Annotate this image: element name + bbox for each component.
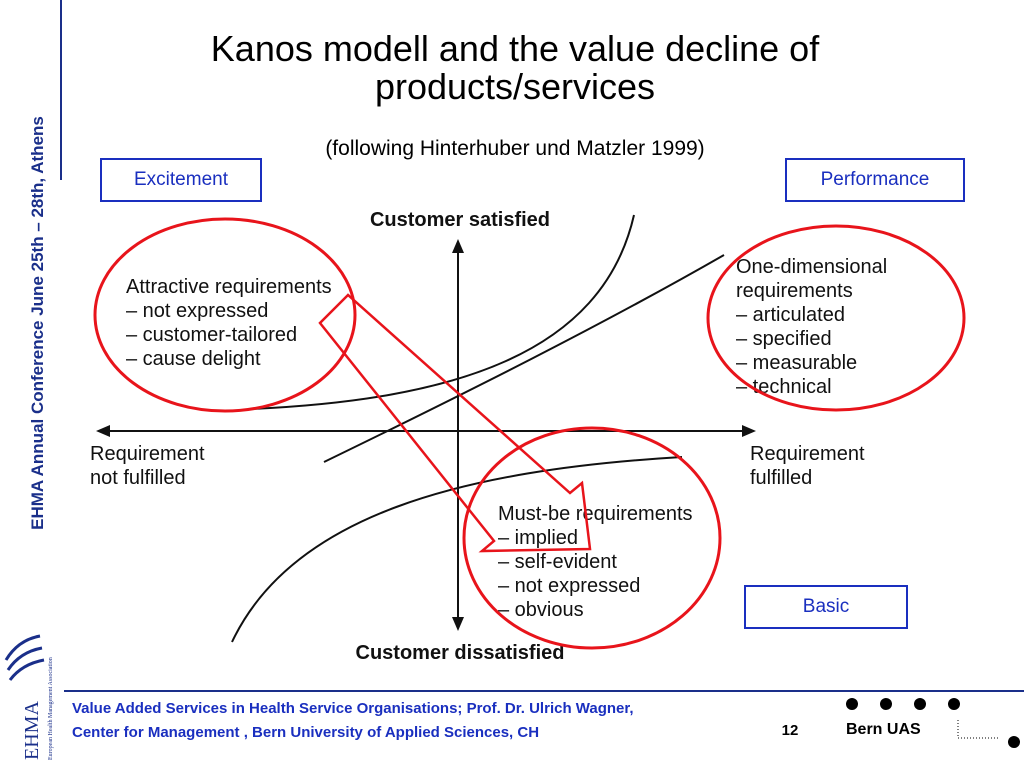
must-be-item-1: – implied — [498, 527, 578, 549]
footer-rule — [64, 690, 1024, 692]
page-number: 12 — [781, 722, 799, 739]
footer-line-1: Value Added Services in Health Service O… — [72, 700, 634, 717]
dot-3 — [914, 698, 926, 710]
performance-label: Performance — [785, 158, 965, 202]
logo-arc-3 — [8, 658, 45, 681]
must-be-curve — [231, 456, 683, 643]
ehma-logo: EHMA European Health Management Associat… — [4, 634, 54, 760]
must-be-item-3: – not expressed — [498, 575, 640, 597]
vertical-axis-bottom-arrow — [452, 617, 464, 631]
axis-top-label: Customer satisfied — [370, 209, 550, 231]
must-be-ellipse — [462, 426, 722, 650]
axis-left-label-1: Requirement — [90, 443, 205, 465]
one-dimensional-item-3: – measurable — [736, 352, 857, 374]
one-dimensional-ellipse — [706, 224, 966, 412]
page-subtitle: (following Hinterhuber und Matzler 1999) — [325, 137, 705, 160]
one-dimensional-title-2: requirements — [736, 280, 853, 302]
horizontal-axis-right-arrow — [742, 425, 756, 437]
sidebar: EHMA Annual Conference June 25th – 28th,… — [0, 0, 62, 768]
dotted-bracket — [957, 720, 1000, 739]
logo-arc-2 — [6, 646, 43, 671]
excitement-label: Excitement — [100, 158, 262, 202]
value-decline-arrow — [318, 293, 592, 553]
axis-bottom-label: Customer dissatisfied — [356, 642, 565, 664]
logo-abbreviation: EHMA — [21, 701, 43, 760]
dot-5 — [1008, 736, 1020, 748]
title-line-1: Kanos modell and the value decline of — [210, 28, 820, 69]
vertical-axis-top-arrow — [452, 239, 464, 253]
logo-full-name: European Health Management Association — [48, 657, 54, 760]
attractive-item-2: – customer-tailored — [126, 324, 297, 346]
kano-diagram: Customer satisfied Customer dissatisfied… — [90, 209, 966, 664]
must-be-item-4: – obvious — [498, 599, 584, 621]
sidebar-rule — [60, 0, 62, 180]
decorative-dots — [846, 698, 1020, 748]
attractive-title: Attractive requirements — [126, 276, 332, 298]
page-title: Kanos modell and the value decline of pr… — [90, 30, 940, 106]
must-be-item-2: – self-evident — [498, 551, 617, 573]
basic-label: Basic — [744, 585, 908, 629]
logo-arc-1 — [4, 634, 41, 661]
attractive-ellipse — [93, 217, 357, 413]
axis-right-label-2: fulfilled — [750, 467, 812, 489]
dot-2 — [880, 698, 892, 710]
organization-name: Bern UAS — [846, 721, 921, 738]
one-dimensional-curve — [323, 254, 725, 463]
footer-line-2: Center for Management , Bern University … — [72, 724, 540, 741]
dot-1 — [846, 698, 858, 710]
attractive-item-1: – not expressed — [126, 300, 268, 322]
one-dimensional-item-1: – articulated — [736, 304, 845, 326]
one-dimensional-item-2: – specified — [736, 328, 832, 350]
axis-left-label-2: not fulfilled — [90, 467, 186, 489]
attractive-item-3: – cause delight — [126, 348, 261, 370]
axis-right-label-1: Requirement — [750, 443, 865, 465]
must-be-title: Must-be requirements — [498, 503, 693, 525]
dot-4 — [948, 698, 960, 710]
title-line-2: products/services — [374, 66, 656, 107]
conference-text: EHMA Annual Conference June 25th – 28th,… — [28, 116, 47, 530]
attractive-curve — [249, 214, 635, 410]
one-dimensional-title: One-dimensional — [736, 256, 887, 278]
horizontal-axis-left-arrow — [96, 425, 110, 437]
